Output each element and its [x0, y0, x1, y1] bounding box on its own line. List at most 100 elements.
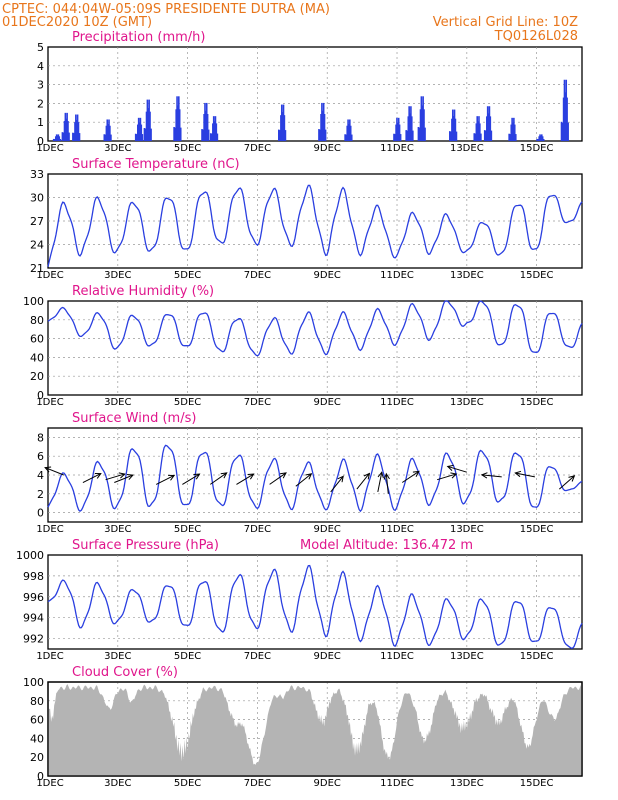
precip-bar — [478, 116, 480, 141]
precip-bar — [484, 130, 487, 141]
precip-bar — [213, 121, 216, 141]
y-tick-label: 994 — [23, 612, 44, 625]
wind-vector-head — [568, 475, 576, 482]
precip-bar — [204, 102, 206, 141]
precip-bar — [509, 134, 512, 141]
y-tick-label: 60 — [30, 333, 44, 346]
precip-bar — [408, 106, 410, 141]
x-tick-label: 15DEC — [520, 524, 554, 535]
precip-bar — [397, 122, 399, 141]
precip-bar — [323, 113, 326, 141]
precip-bar — [561, 122, 564, 141]
precip-bar — [473, 133, 476, 141]
precip-bar — [560, 121, 563, 141]
plot-area — [47, 554, 583, 650]
precip-bar — [349, 125, 352, 141]
wind-vector-arrow — [269, 472, 287, 485]
x-tick-label: 9DEC — [314, 524, 341, 535]
precip-bar — [202, 129, 204, 141]
wind-speed-line — [47, 444, 583, 513]
precip-bar — [563, 79, 566, 141]
header-grid-line: Vertical Grid Line: 10Z — [433, 15, 578, 30]
wind-vector-head — [247, 473, 255, 480]
x-tick-label: 1DEC — [36, 143, 63, 154]
wind-vector-arrow — [481, 474, 502, 478]
precip-bar — [77, 122, 80, 141]
precip-bar — [209, 133, 212, 141]
x-tick-label: 3DEC — [104, 651, 131, 662]
precip-bar — [565, 79, 568, 141]
precip-bar — [539, 134, 541, 141]
y-tick-label: 20 — [30, 751, 44, 764]
wind-vector-arrow — [82, 473, 102, 483]
precip-bar — [178, 96, 180, 141]
y-tick-label: 2 — [37, 97, 44, 110]
precip-bar — [138, 122, 141, 141]
precip-bar — [410, 106, 412, 141]
cloud-cover-title: Cloud Cover (%) — [72, 665, 178, 680]
x-tick-label: 7DEC — [244, 270, 271, 281]
precip-bar — [564, 92, 567, 141]
precip-bar — [143, 128, 146, 141]
precip-bar — [74, 122, 76, 141]
precip-bar — [477, 121, 479, 141]
plot-area — [47, 46, 583, 142]
precip-bar — [65, 118, 68, 141]
y-tick-label: 8 — [37, 431, 44, 444]
y-tick-label: 4 — [37, 469, 44, 482]
y-tick-label: 1 — [37, 116, 44, 129]
precip-bar — [282, 104, 285, 141]
wind-vector-arrow — [558, 475, 575, 490]
wind-vector-head — [337, 475, 344, 483]
wind-vector-head — [383, 472, 390, 480]
precip-bar — [52, 138, 55, 141]
x-tick-label: 3DEC — [104, 778, 131, 789]
precip-bar — [393, 133, 395, 141]
precip-bar — [137, 117, 140, 141]
precip-bar — [322, 102, 325, 141]
precip-bar — [109, 125, 111, 141]
precip-bar — [567, 122, 569, 141]
precip-bar — [134, 133, 137, 141]
precip-bar — [537, 139, 539, 141]
precip-bar — [216, 133, 219, 141]
wind-vector-head — [280, 472, 287, 479]
precip-bar — [62, 132, 65, 141]
x-tick-label: 13DEC — [450, 397, 484, 408]
header-station: CPTEC: 044:04W-05:09S PRESIDENTE DUTRA (… — [2, 2, 330, 17]
precip-bar — [418, 127, 421, 141]
precip-bar — [347, 119, 349, 141]
precip-bar — [417, 126, 420, 141]
wind-vector-arrow — [447, 465, 467, 473]
precip-bar — [318, 129, 320, 141]
precip-bar — [105, 125, 108, 141]
precip-bar — [487, 113, 490, 141]
precip-bar — [451, 109, 454, 141]
precip-bar — [510, 124, 513, 141]
precip-bar — [513, 124, 516, 141]
precip-bar — [53, 139, 56, 141]
precipitation-panel: Precipitation (mm/h) 0 1 2 3 4 5 1DEC 3DEC 5DEC 7… — [36, 30, 583, 154]
precip-bar — [398, 124, 401, 141]
precip-bar — [319, 129, 321, 141]
wind-title: Surface Wind (m/s) — [72, 411, 196, 426]
y-tick-label: 100 — [23, 295, 44, 308]
precip-bar — [321, 102, 323, 141]
precip-bar — [139, 117, 142, 141]
x-tick-label: 13DEC — [450, 270, 484, 281]
wind-vector-head — [168, 474, 176, 481]
wind-vector-head — [193, 473, 201, 480]
precip-bar — [75, 119, 78, 141]
temperature-title: Surface Temperature (nC) — [72, 157, 240, 172]
wind-vector-head — [94, 473, 102, 479]
precip-bar — [420, 96, 423, 141]
y-tick-label: 24 — [30, 239, 44, 252]
x-tick-label: 11DEC — [380, 778, 414, 789]
x-tick-label: 5DEC — [174, 397, 201, 408]
precip-bar — [57, 134, 60, 141]
precip-bar — [449, 131, 451, 141]
wind-panel: Surface Wind (m/s) 0 2 4 6 8 1DEC 3DEC 5DEC 7DEC… — [36, 411, 583, 535]
precip-bar — [73, 133, 75, 141]
x-tick-label: 7DEC — [244, 778, 271, 789]
precip-bar — [212, 116, 215, 141]
